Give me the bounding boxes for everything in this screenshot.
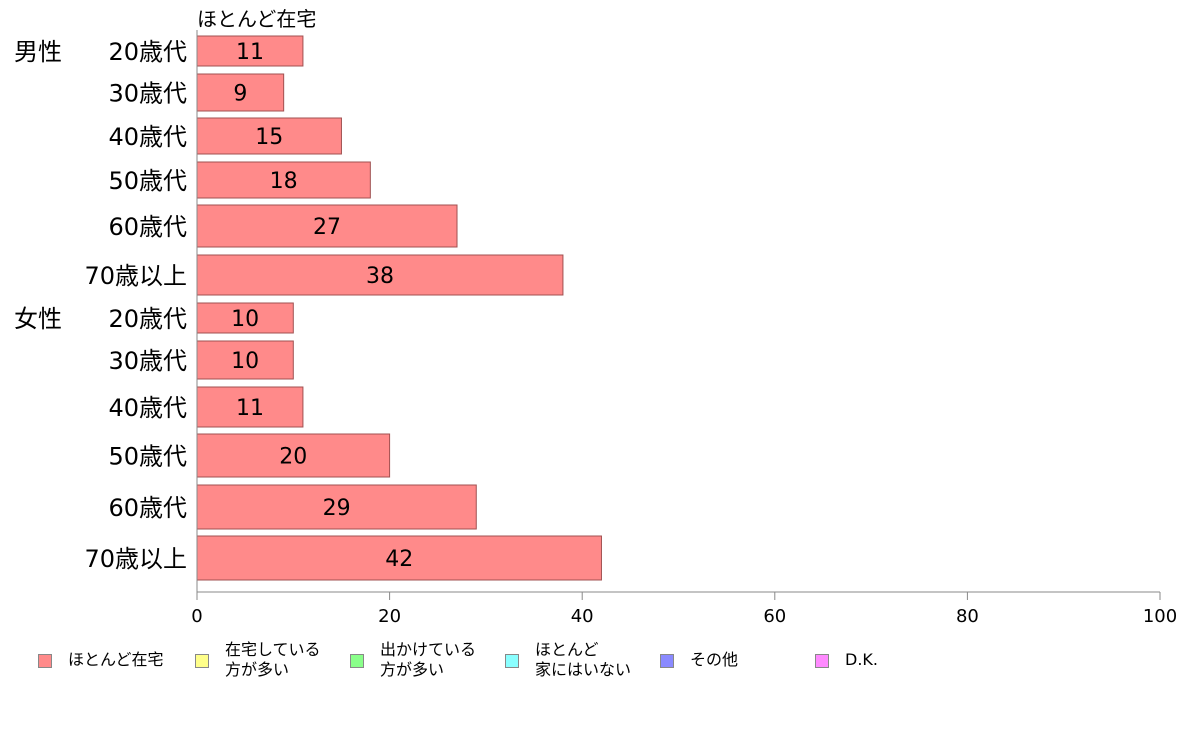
- legend-item: ほとんど 家にはいない: [505, 640, 631, 680]
- data-label: 11: [236, 396, 264, 421]
- legend-label-line: 出かけている: [380, 640, 477, 659]
- bar-chart: ほとんど在宅 11 20歳代 男性 9 30歳代 15 40歳代 18 50歳代 27 60歳代 38…: [14, 7, 1177, 627]
- bar: [196, 161, 371, 199]
- bar: [196, 204, 458, 248]
- category-label: 30歳代: [108, 347, 187, 375]
- data-label: 11: [236, 40, 264, 65]
- x-tick-label: 20: [378, 606, 401, 627]
- category-label: 50歳代: [108, 167, 187, 195]
- category-label: 30歳代: [108, 80, 187, 108]
- bar: [196, 117, 342, 155]
- legend-label: ほとんど在宅: [68, 650, 164, 670]
- series-title: ほとんど在宅: [197, 7, 316, 31]
- legend-swatch: [38, 654, 52, 668]
- data-label: 20: [279, 445, 307, 470]
- category-label: 20歳代: [108, 305, 187, 333]
- category-label: 20歳代: [108, 38, 187, 66]
- legend-item: 出かけている 方が多い: [350, 640, 476, 680]
- legend-swatch: [195, 654, 209, 668]
- legend-swatch: [815, 654, 829, 668]
- legend-swatch: [350, 654, 364, 668]
- legend-item: その他: [660, 640, 738, 670]
- data-label: 9: [233, 82, 247, 107]
- category-label: 40歳代: [108, 123, 187, 151]
- legend: ほとんど在宅 在宅している 方が多い 出かけている 方が多い ほとんど 家にはいない その他 D…: [0, 640, 1188, 700]
- legend-label-line: ほとんど: [535, 640, 599, 659]
- legend-swatch: [660, 654, 674, 668]
- x-tick-label: 0: [191, 606, 202, 627]
- category-label: 70歳以上: [84, 545, 187, 573]
- legend-label-line: その他: [690, 650, 739, 669]
- legend-label-line: 方が多い: [380, 660, 445, 679]
- category-label: 50歳代: [108, 443, 187, 471]
- legend-label-line: 家にはいない: [535, 660, 632, 679]
- category-label: 60歳代: [108, 494, 187, 522]
- data-label: 10: [231, 349, 259, 374]
- data-label: 15: [255, 125, 283, 150]
- legend-label-line: ほとんど在宅: [68, 650, 164, 669]
- legend-label: D.K.: [845, 650, 878, 670]
- x-tick-label: 40: [571, 606, 594, 627]
- category-label: 70歳以上: [84, 262, 187, 290]
- legend-label-line: D.K.: [845, 650, 878, 669]
- bar: [196, 484, 477, 530]
- bar: [196, 254, 564, 296]
- bar: [196, 302, 294, 334]
- data-label: 27: [313, 215, 341, 240]
- category-label: 60歳代: [108, 213, 187, 241]
- data-label: 18: [270, 169, 298, 194]
- data-label: 42: [385, 547, 413, 572]
- category-label: 40歳代: [108, 394, 187, 422]
- group-label: 女性: [14, 305, 62, 333]
- legend-label: その他: [690, 650, 738, 670]
- bar: [196, 73, 285, 112]
- data-label: 29: [323, 496, 351, 521]
- legend-item: ほとんど在宅: [38, 640, 164, 670]
- bar: [196, 433, 391, 478]
- legend-item: D.K.: [815, 640, 878, 670]
- x-tick-label: 80: [956, 606, 979, 627]
- legend-swatch: [505, 654, 519, 668]
- bar: [196, 35, 304, 67]
- legend-label: 在宅している 方が多い: [225, 640, 321, 680]
- group-label: 男性: [14, 38, 62, 66]
- legend-label-line: 在宅している: [225, 640, 321, 659]
- legend-label: ほとんど 家にはいない: [535, 640, 631, 680]
- legend-label: 出かけている 方が多い: [380, 640, 476, 680]
- data-label: 38: [366, 264, 394, 289]
- bar: [196, 535, 602, 581]
- x-tick-label: 100: [1143, 606, 1177, 627]
- legend-label-line: 方が多い: [225, 660, 290, 679]
- legend-item: 在宅している 方が多い: [195, 640, 321, 680]
- data-label: 10: [231, 307, 259, 332]
- x-tick-label: 60: [763, 606, 786, 627]
